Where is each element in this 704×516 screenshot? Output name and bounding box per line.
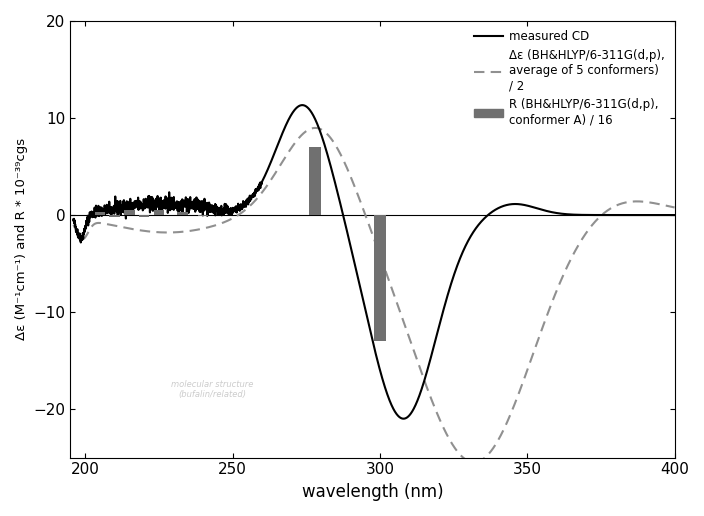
Bar xyxy=(374,215,386,341)
Bar xyxy=(198,215,208,217)
Bar xyxy=(309,147,321,215)
X-axis label: wavelength (nm): wavelength (nm) xyxy=(302,483,444,501)
Bar xyxy=(177,212,187,215)
Bar xyxy=(153,210,164,215)
Bar xyxy=(109,215,120,217)
Text: molecular structure
(bufalin/related): molecular structure (bufalin/related) xyxy=(170,380,253,399)
Legend: measured CD, Δε (BH&HLYP/6-311G(d,p),
average of 5 conformers)
/ 2, R (BH&HLYP/6: measured CD, Δε (BH&HLYP/6-311G(d,p), av… xyxy=(470,27,669,130)
Bar xyxy=(139,215,149,217)
Bar xyxy=(95,212,105,215)
Bar xyxy=(124,210,134,215)
Y-axis label: Δε (M⁻¹cm⁻¹) and R * 10⁻³⁹cgs: Δε (M⁻¹cm⁻¹) and R * 10⁻³⁹cgs xyxy=(15,138,28,341)
